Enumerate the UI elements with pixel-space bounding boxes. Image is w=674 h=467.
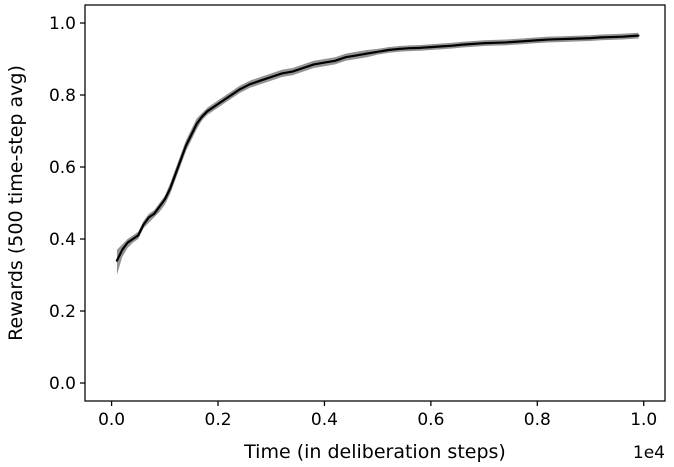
x-axis-label: Time (in deliberation steps) bbox=[243, 441, 506, 463]
plot-background bbox=[85, 5, 665, 401]
series-0-line bbox=[115, 34, 640, 262]
y-tick-label: 0.2 bbox=[49, 302, 76, 322]
y-axis-label: Rewards (500 time-step avg) bbox=[5, 65, 27, 341]
x-tick-label: 0.6 bbox=[417, 410, 444, 430]
y-tick-label: 0.0 bbox=[49, 374, 76, 394]
y-axis-ticks: 0.0 0.2 0.4 0.6 0.8 1.0 bbox=[49, 14, 85, 394]
y-tick-label: 0.8 bbox=[49, 86, 76, 106]
y-tick-label: 0.4 bbox=[49, 230, 76, 250]
x-axis-offset-label: 1e4 bbox=[633, 443, 665, 463]
series-layer bbox=[115, 32, 640, 275]
x-tick-label: 0.0 bbox=[98, 410, 125, 430]
x-tick-label: 0.8 bbox=[524, 410, 551, 430]
x-tick-label: 0.4 bbox=[311, 410, 338, 430]
x-tick-label: 0.2 bbox=[205, 410, 232, 430]
y-tick-label: 0.6 bbox=[49, 158, 76, 178]
x-tick-label: 1.0 bbox=[630, 410, 657, 430]
y-tick-label: 1.0 bbox=[49, 14, 76, 34]
plot-frame bbox=[84, 4, 666, 402]
x-axis-ticks: 0.0 0.2 0.4 0.6 0.8 1.0 bbox=[98, 401, 657, 430]
